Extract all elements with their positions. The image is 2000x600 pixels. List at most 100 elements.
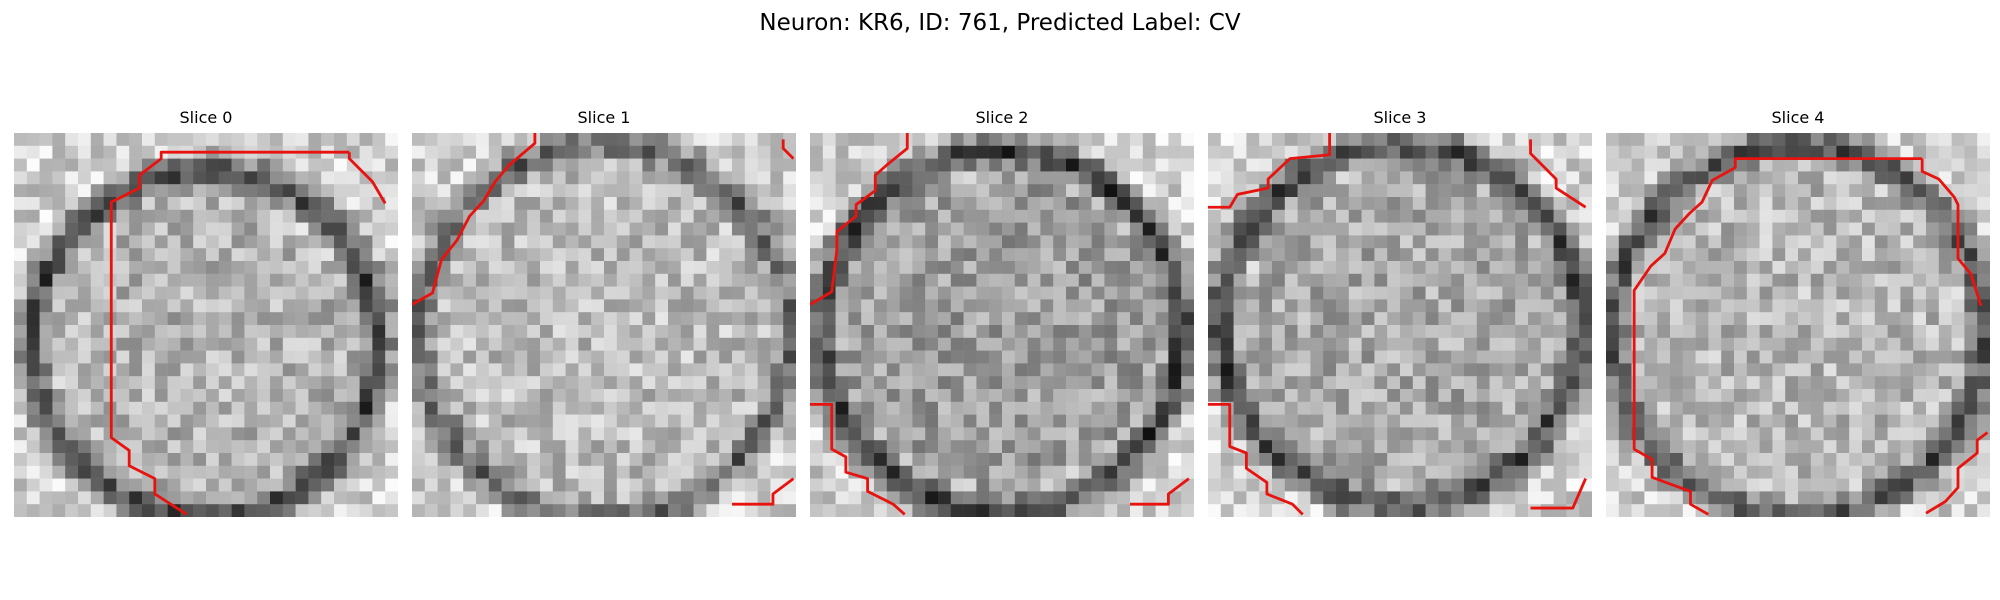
pixel: [1464, 145, 1478, 159]
pixel: [629, 158, 643, 172]
pixel: [1606, 248, 1620, 262]
pixel: [757, 363, 771, 377]
pixel: [1220, 209, 1234, 223]
pixel: [1220, 504, 1234, 517]
pixel: [616, 401, 630, 415]
pixel: [1540, 401, 1554, 415]
pixel: [1142, 286, 1156, 300]
pixel: [1759, 337, 1773, 351]
pixel: [1053, 376, 1067, 390]
pixel: [757, 453, 771, 467]
pixel: [372, 248, 386, 262]
pixel: [950, 133, 964, 147]
pixel: [65, 133, 79, 147]
pixel: [1181, 376, 1194, 390]
pixel: [693, 261, 707, 275]
pixel: [591, 504, 605, 517]
pixel: [154, 209, 168, 223]
pixel: [167, 376, 181, 390]
pixel: [1310, 171, 1324, 185]
pixel: [1887, 261, 1901, 275]
pixel: [1387, 465, 1401, 479]
pixel: [1926, 414, 1940, 428]
pixel: [1451, 312, 1465, 326]
pixel: [616, 222, 630, 236]
pixel: [1387, 478, 1401, 492]
pixel: [591, 453, 605, 467]
pixel: [989, 389, 1003, 403]
pixel: [1348, 427, 1362, 441]
pixel: [848, 312, 862, 326]
pixel: [1926, 337, 1940, 351]
pixel: [848, 389, 862, 403]
pixel: [14, 197, 28, 211]
pixel: [1528, 478, 1542, 492]
pixel: [1259, 299, 1273, 313]
pixel: [1220, 312, 1234, 326]
pixel: [52, 184, 66, 198]
pixel: [604, 376, 618, 390]
pixel: [1181, 312, 1194, 326]
pixel: [1438, 133, 1452, 147]
pixel: [668, 389, 682, 403]
pixel: [1515, 145, 1529, 159]
pixel: [642, 158, 656, 172]
pixel: [1310, 491, 1324, 505]
pixel: [1606, 453, 1620, 467]
pixel: [437, 184, 451, 198]
pixel: [925, 389, 939, 403]
pixel: [604, 337, 618, 351]
pixel: [1798, 453, 1812, 467]
pixel: [1078, 312, 1092, 326]
pixel: [783, 389, 796, 403]
pixel: [1142, 427, 1156, 441]
pixel: [1348, 235, 1362, 249]
pixel: [591, 401, 605, 415]
pixel: [1798, 209, 1812, 223]
pixel: [1515, 350, 1529, 364]
pixel: [1464, 350, 1478, 364]
pixel: [770, 299, 784, 313]
pixel: [142, 158, 156, 172]
pixel: [308, 491, 322, 505]
pixel: [822, 209, 836, 223]
pixel: [1887, 299, 1901, 313]
pixel: [476, 184, 490, 198]
pixel: [1900, 133, 1914, 147]
pixel: [501, 248, 515, 262]
pixel: [1849, 491, 1863, 505]
pixel: [810, 453, 824, 467]
pixel: [1438, 325, 1452, 339]
pixel: [1746, 427, 1760, 441]
pixel: [1014, 376, 1028, 390]
pixel: [1142, 491, 1156, 505]
pixel: [770, 197, 784, 211]
pixel: [1772, 478, 1786, 492]
pixel: [719, 171, 733, 185]
pixel: [886, 273, 900, 287]
pixel: [1951, 299, 1965, 313]
cell-contour: [347, 152, 387, 205]
pixel: [1836, 453, 1850, 467]
pixel: [578, 261, 592, 275]
pixel: [1181, 235, 1194, 249]
pixel: [1810, 440, 1824, 454]
pixel: [732, 465, 746, 479]
pixel: [463, 478, 477, 492]
pixel: [1926, 427, 1940, 441]
pixel: [783, 312, 796, 326]
pixel: [1361, 414, 1375, 428]
pixel: [180, 401, 194, 415]
pixel: [976, 376, 990, 390]
pixel: [346, 312, 360, 326]
pixel: [1926, 389, 1940, 403]
pixel: [167, 453, 181, 467]
pixel: [1117, 222, 1131, 236]
pixel: [1785, 235, 1799, 249]
pixel: [848, 222, 862, 236]
pixel: [578, 209, 592, 223]
pixel: [1798, 363, 1812, 377]
pixel: [591, 414, 605, 428]
pixel: [1489, 248, 1503, 262]
pixel: [1297, 222, 1311, 236]
